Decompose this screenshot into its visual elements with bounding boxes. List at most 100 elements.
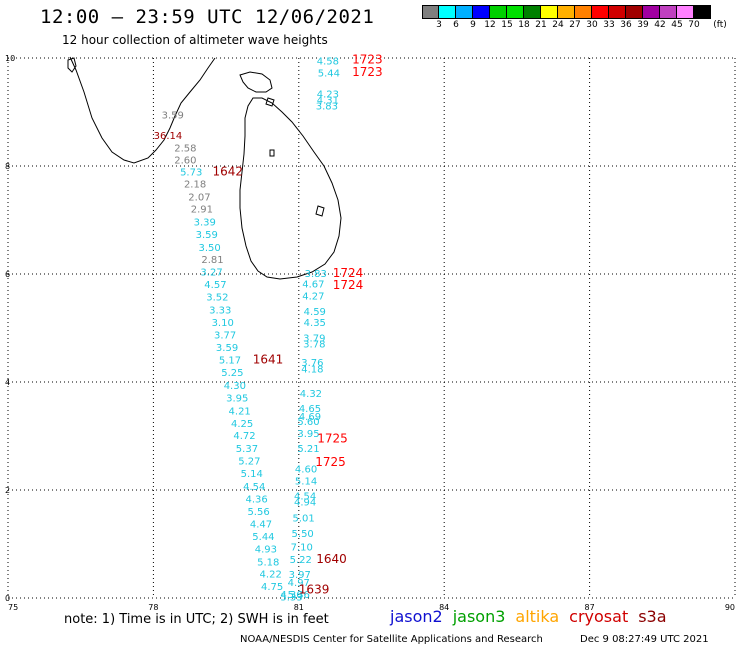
- wave-height-label: 3.83: [316, 101, 338, 112]
- wave-height-label: 3.97: [289, 570, 311, 581]
- legend-swatch: [660, 5, 677, 19]
- wave-height-label: 3.52: [206, 292, 228, 303]
- footer-note: note: 1) Time is in UTC; 2) SWH is in fe…: [64, 612, 329, 627]
- page-subtitle: 12 hour collection of altimeter wave hei…: [62, 33, 328, 47]
- satellite-jason3: jason3: [452, 607, 506, 626]
- jaffna-peninsula: [239, 71, 273, 93]
- wave-height-label: 3.78: [303, 339, 325, 350]
- legend-tick: 24: [552, 20, 564, 30]
- legend-swatch: [507, 5, 524, 19]
- x-tick-label: 87: [585, 603, 595, 612]
- wave-height-label: 4.36: [246, 494, 268, 505]
- wave-height-label: 5.17: [219, 356, 241, 367]
- wave-height-label: 5.27: [238, 457, 260, 468]
- wave-height-label: 5.18: [257, 558, 279, 569]
- y-tick-label: 0: [5, 594, 10, 603]
- wave-height-label: 5.50: [292, 529, 314, 540]
- legend-swatch: [609, 5, 626, 19]
- satellite-altika: altika: [515, 607, 560, 626]
- wave-height-label: 4.94: [294, 498, 316, 509]
- legend-tick: 39: [637, 20, 649, 30]
- wave-height-label: 3.79: [303, 334, 325, 345]
- legend-tick: 6: [453, 20, 459, 30]
- legend-tick: 21: [535, 20, 547, 30]
- legend-tick: 45: [671, 20, 683, 30]
- map-grid: [7, 57, 736, 599]
- wave-height-label: 4.31: [317, 95, 339, 106]
- x-tick-label: 75: [8, 603, 18, 612]
- wave-height-label: 3.10: [212, 318, 234, 329]
- x-tick-label: 81: [294, 603, 304, 612]
- x-tick-label: 84: [439, 603, 449, 612]
- legend-swatch: [541, 5, 558, 19]
- y-tick-label: 8: [5, 162, 10, 171]
- wave-height-label: 5.33: [280, 593, 302, 604]
- india-coastline: [69, 56, 216, 164]
- legend-tick: 3: [436, 20, 442, 30]
- wave-height-label: 7.10: [291, 542, 313, 553]
- wave-height-label: 4.69: [299, 412, 321, 423]
- legend-tick: 15: [501, 20, 513, 30]
- island: [315, 205, 325, 217]
- wave-height-label: 5.25: [221, 368, 243, 379]
- wave-height-label: 2.81: [201, 255, 223, 266]
- x-tick-label: 90: [725, 603, 735, 612]
- wave-height-label: 3.59: [216, 343, 238, 354]
- wave-height-label: 2.07: [188, 193, 210, 204]
- satellite-s3a: s3a: [638, 607, 667, 626]
- island: [269, 149, 275, 157]
- wave-height-label: 5.36: [288, 590, 310, 601]
- pass-time-label: 1725: [315, 455, 346, 469]
- pass-time-label: 1642: [213, 165, 244, 179]
- wave-height-label: 4.58: [317, 56, 339, 67]
- legend-swatch: [490, 5, 507, 19]
- satellite-cryosat: cryosat: [569, 607, 629, 626]
- legend-tick: 36: [620, 20, 632, 30]
- wave-height-label: 4.25: [231, 419, 253, 430]
- pass-time-label: 1724: [333, 278, 364, 292]
- wave-height-label: 2.58: [174, 143, 196, 154]
- legend-swatches: [422, 5, 711, 19]
- legend-tick: 12: [484, 20, 496, 30]
- wave-height-label: 3.83: [305, 269, 327, 280]
- island: [67, 57, 77, 73]
- legend-swatch: [422, 5, 439, 19]
- wave-height-label: 5.22: [290, 555, 312, 566]
- pass-time-label: 1723: [352, 65, 383, 79]
- wave-height-label: 4.75: [261, 582, 283, 593]
- wave-height-label: 4.93: [255, 545, 277, 556]
- legend-swatch: [592, 5, 609, 19]
- observations-layer: 4.585.444.234.313.833.5936.142.582.605.7…: [154, 56, 340, 603]
- y-tick-label: 6: [5, 270, 10, 279]
- wave-height-label: 3.95: [297, 429, 319, 440]
- wave-height-label: 3.59: [162, 110, 184, 121]
- wave-height-label: 5.14: [295, 477, 317, 488]
- wave-height-label: 4.60: [295, 465, 317, 476]
- wave-height-label: 5.60: [297, 417, 319, 428]
- legend-tick: 42: [654, 20, 666, 30]
- satellite-legend: jason2 jason3 altika cryosat s3a: [390, 607, 677, 626]
- wave-height-label: 36.14: [154, 131, 183, 142]
- wave-height-label: 4.65: [299, 404, 321, 415]
- wave-height-label: 4.35: [304, 318, 326, 329]
- wave-height-label: 4.57: [204, 280, 226, 291]
- legend-tick: 30: [586, 20, 598, 30]
- pass-time-label: 1640: [316, 552, 347, 566]
- wave-height-label: 3.50: [198, 243, 220, 254]
- legend-tick: 27: [569, 20, 581, 30]
- pass-time-label: 1723: [352, 52, 383, 66]
- x-tick-label: 78: [148, 603, 158, 612]
- wave-height-label: 4.97: [288, 578, 310, 589]
- wave-height-label: 4.72: [233, 431, 255, 442]
- legend-swatch: [626, 5, 643, 19]
- wave-height-label: 4.54: [294, 492, 316, 503]
- wave-height-label: 4.59: [304, 307, 326, 318]
- wave-height-label: 4.18: [301, 364, 323, 375]
- wave-height-label: 4.67: [302, 280, 324, 291]
- wave-height-label: 3.77: [214, 330, 236, 341]
- wave-height-label: 5.44: [318, 68, 340, 79]
- legend-swatch: [558, 5, 575, 19]
- legend-swatch: [575, 5, 592, 19]
